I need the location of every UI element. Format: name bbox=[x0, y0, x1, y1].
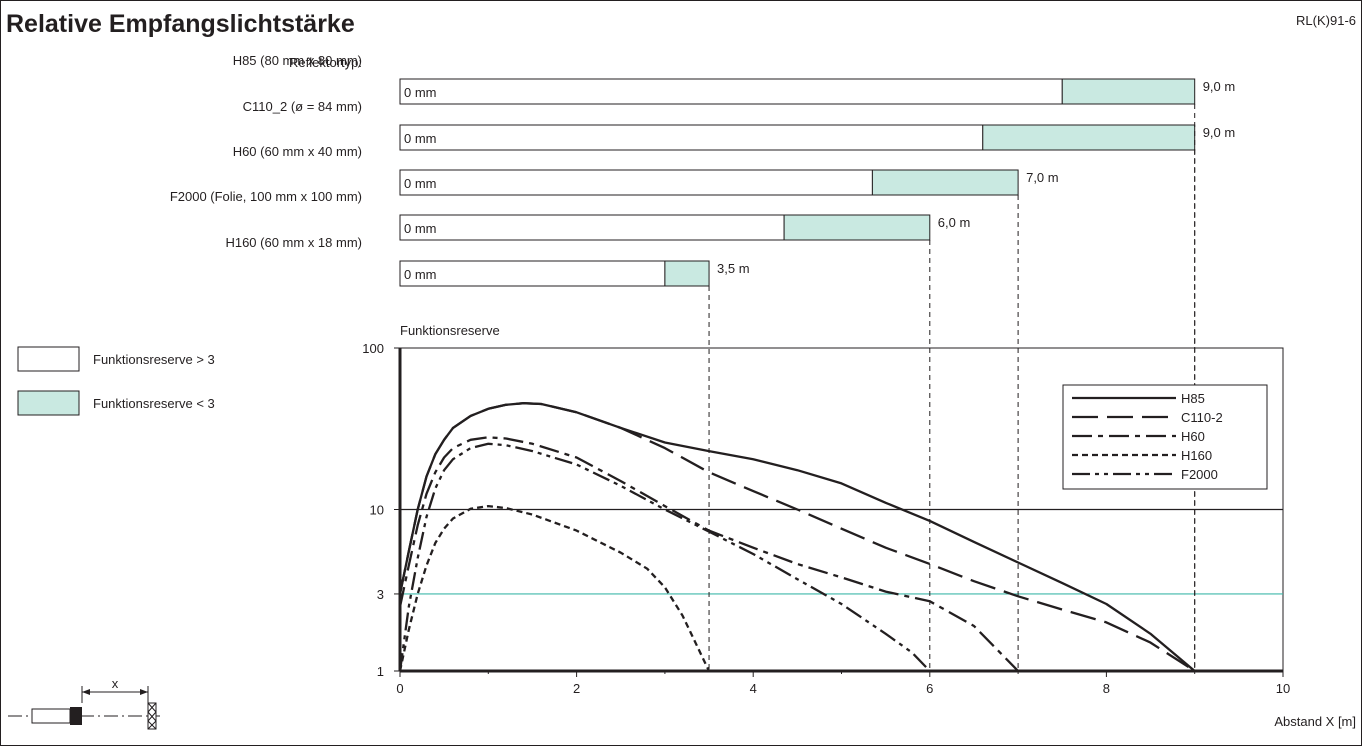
axes bbox=[398, 348, 1283, 673]
x-axis-label: Abstand X [m] bbox=[1274, 714, 1356, 729]
y-tick-label: 100 bbox=[362, 341, 384, 356]
series-line-c110-2 bbox=[398, 402, 1196, 672]
legend-entry: H85 bbox=[1181, 391, 1205, 406]
legend-label-reserve-low: Funktionsreserve < 3 bbox=[93, 396, 215, 411]
reflector-row: H160 (60 mm x 18 mm) 0 mm 3,5 m bbox=[225, 235, 750, 287]
legend-entry: F2000 bbox=[1181, 467, 1218, 482]
legend-entry: H160 bbox=[1181, 448, 1212, 463]
sensor-reflector-icon: x bbox=[8, 676, 160, 730]
bar-start-label: 0 mm bbox=[404, 176, 437, 191]
bar-start-label: 0 mm bbox=[404, 267, 437, 282]
y-tick-label: 3 bbox=[377, 587, 384, 602]
reflector-row: F2000 (Folie, 100 mm x 100 mm) 0 mm 6,0 m bbox=[170, 189, 971, 241]
x-tick-label: 8 bbox=[1103, 681, 1110, 696]
series-lines bbox=[398, 402, 1196, 672]
series-line-h160 bbox=[398, 504, 711, 672]
reserve-chart: Funktionsreserve Abstand X [m] 0 2 4 6 8 10 1 3… bbox=[362, 104, 1356, 729]
bar-range-label: 9,0 m bbox=[1203, 79, 1236, 94]
dimension-arrow-right bbox=[140, 689, 148, 695]
reflector-name: C110_2 (ø = 84 mm) bbox=[243, 99, 362, 114]
sensor-body bbox=[31, 708, 71, 724]
bar-range-label: 3,5 m bbox=[717, 261, 750, 276]
bar-range-label: 7,0 m bbox=[1026, 170, 1059, 185]
figure-code: RL(K)91-6 bbox=[1296, 13, 1356, 28]
x-tick-label: 2 bbox=[573, 681, 580, 696]
legend-box-reserve-low bbox=[17, 390, 80, 416]
bar-reserve-low bbox=[664, 260, 710, 287]
reflector-name: F2000 (Folie, 100 mm x 100 mm) bbox=[170, 189, 362, 204]
series-line-h60 bbox=[398, 436, 1019, 672]
reflector-name: H160 (60 mm x 18 mm) bbox=[225, 235, 362, 250]
reflector-row: C110_2 (ø = 84 mm) 0 mm 9,0 m bbox=[243, 99, 1236, 151]
y-axis-label: Funktionsreserve bbox=[400, 323, 500, 338]
bar-start-label: 0 mm bbox=[404, 85, 437, 100]
x-tick-label: 0 bbox=[396, 681, 403, 696]
bar-reserve-high bbox=[399, 214, 785, 241]
legend-entry: H60 bbox=[1181, 429, 1205, 444]
series-legend: H85 C110-2 H60 H160 F2000 bbox=[1062, 384, 1268, 490]
bar-reserve-high bbox=[399, 78, 1063, 105]
bar-reserve-high bbox=[399, 169, 873, 196]
bar-start-label: 0 mm bbox=[404, 131, 437, 146]
reflector-row: H60 (60 mm x 40 mm) 0 mm 7,0 m bbox=[233, 144, 1059, 196]
figure-title: Relative Empfangslichtstärke bbox=[6, 10, 355, 38]
reflector-name: H60 (60 mm x 40 mm) bbox=[233, 144, 362, 159]
reflector-name: H85 (80 mm x 80 mm) bbox=[233, 53, 362, 68]
legend-box-reserve-high bbox=[17, 346, 80, 372]
series-line-f2000 bbox=[398, 442, 931, 672]
x-tick-label: 10 bbox=[1276, 681, 1290, 696]
sensor-lens bbox=[70, 707, 82, 725]
dimension-label: x bbox=[112, 676, 119, 691]
bar-reserve-high bbox=[399, 124, 984, 151]
bar-reserve-low bbox=[982, 124, 1196, 151]
bar-start-label: 0 mm bbox=[404, 221, 437, 236]
legend-label-reserve-high: Funktionsreserve > 3 bbox=[93, 352, 215, 367]
bar-reserve-high bbox=[399, 260, 666, 287]
reflector-hatch bbox=[147, 711, 157, 722]
reflector-hatch bbox=[147, 702, 157, 713]
y-tick-label: 10 bbox=[370, 503, 384, 518]
reflector-header: Reflektortyp: bbox=[289, 55, 362, 70]
x-tick-label: 4 bbox=[750, 681, 757, 696]
reflector-hatch bbox=[147, 720, 157, 730]
dimension-arrow-left bbox=[82, 689, 90, 695]
legend-entry: C110-2 bbox=[1181, 410, 1223, 425]
bar-range-label: 9,0 m bbox=[1203, 125, 1236, 140]
bar-range-label: 6,0 m bbox=[938, 215, 971, 230]
bar-reserve-low bbox=[783, 214, 931, 241]
x-tick-label: 6 bbox=[926, 681, 933, 696]
reflector-row: H85 (80 mm x 80 mm) 0 mm 9,0 m bbox=[233, 53, 1236, 105]
bar-reserve-low bbox=[1061, 78, 1196, 105]
bar-reserve-low bbox=[871, 169, 1019, 196]
reference-lines bbox=[400, 508, 1283, 595]
y-tick-label: 1 bbox=[377, 664, 384, 679]
